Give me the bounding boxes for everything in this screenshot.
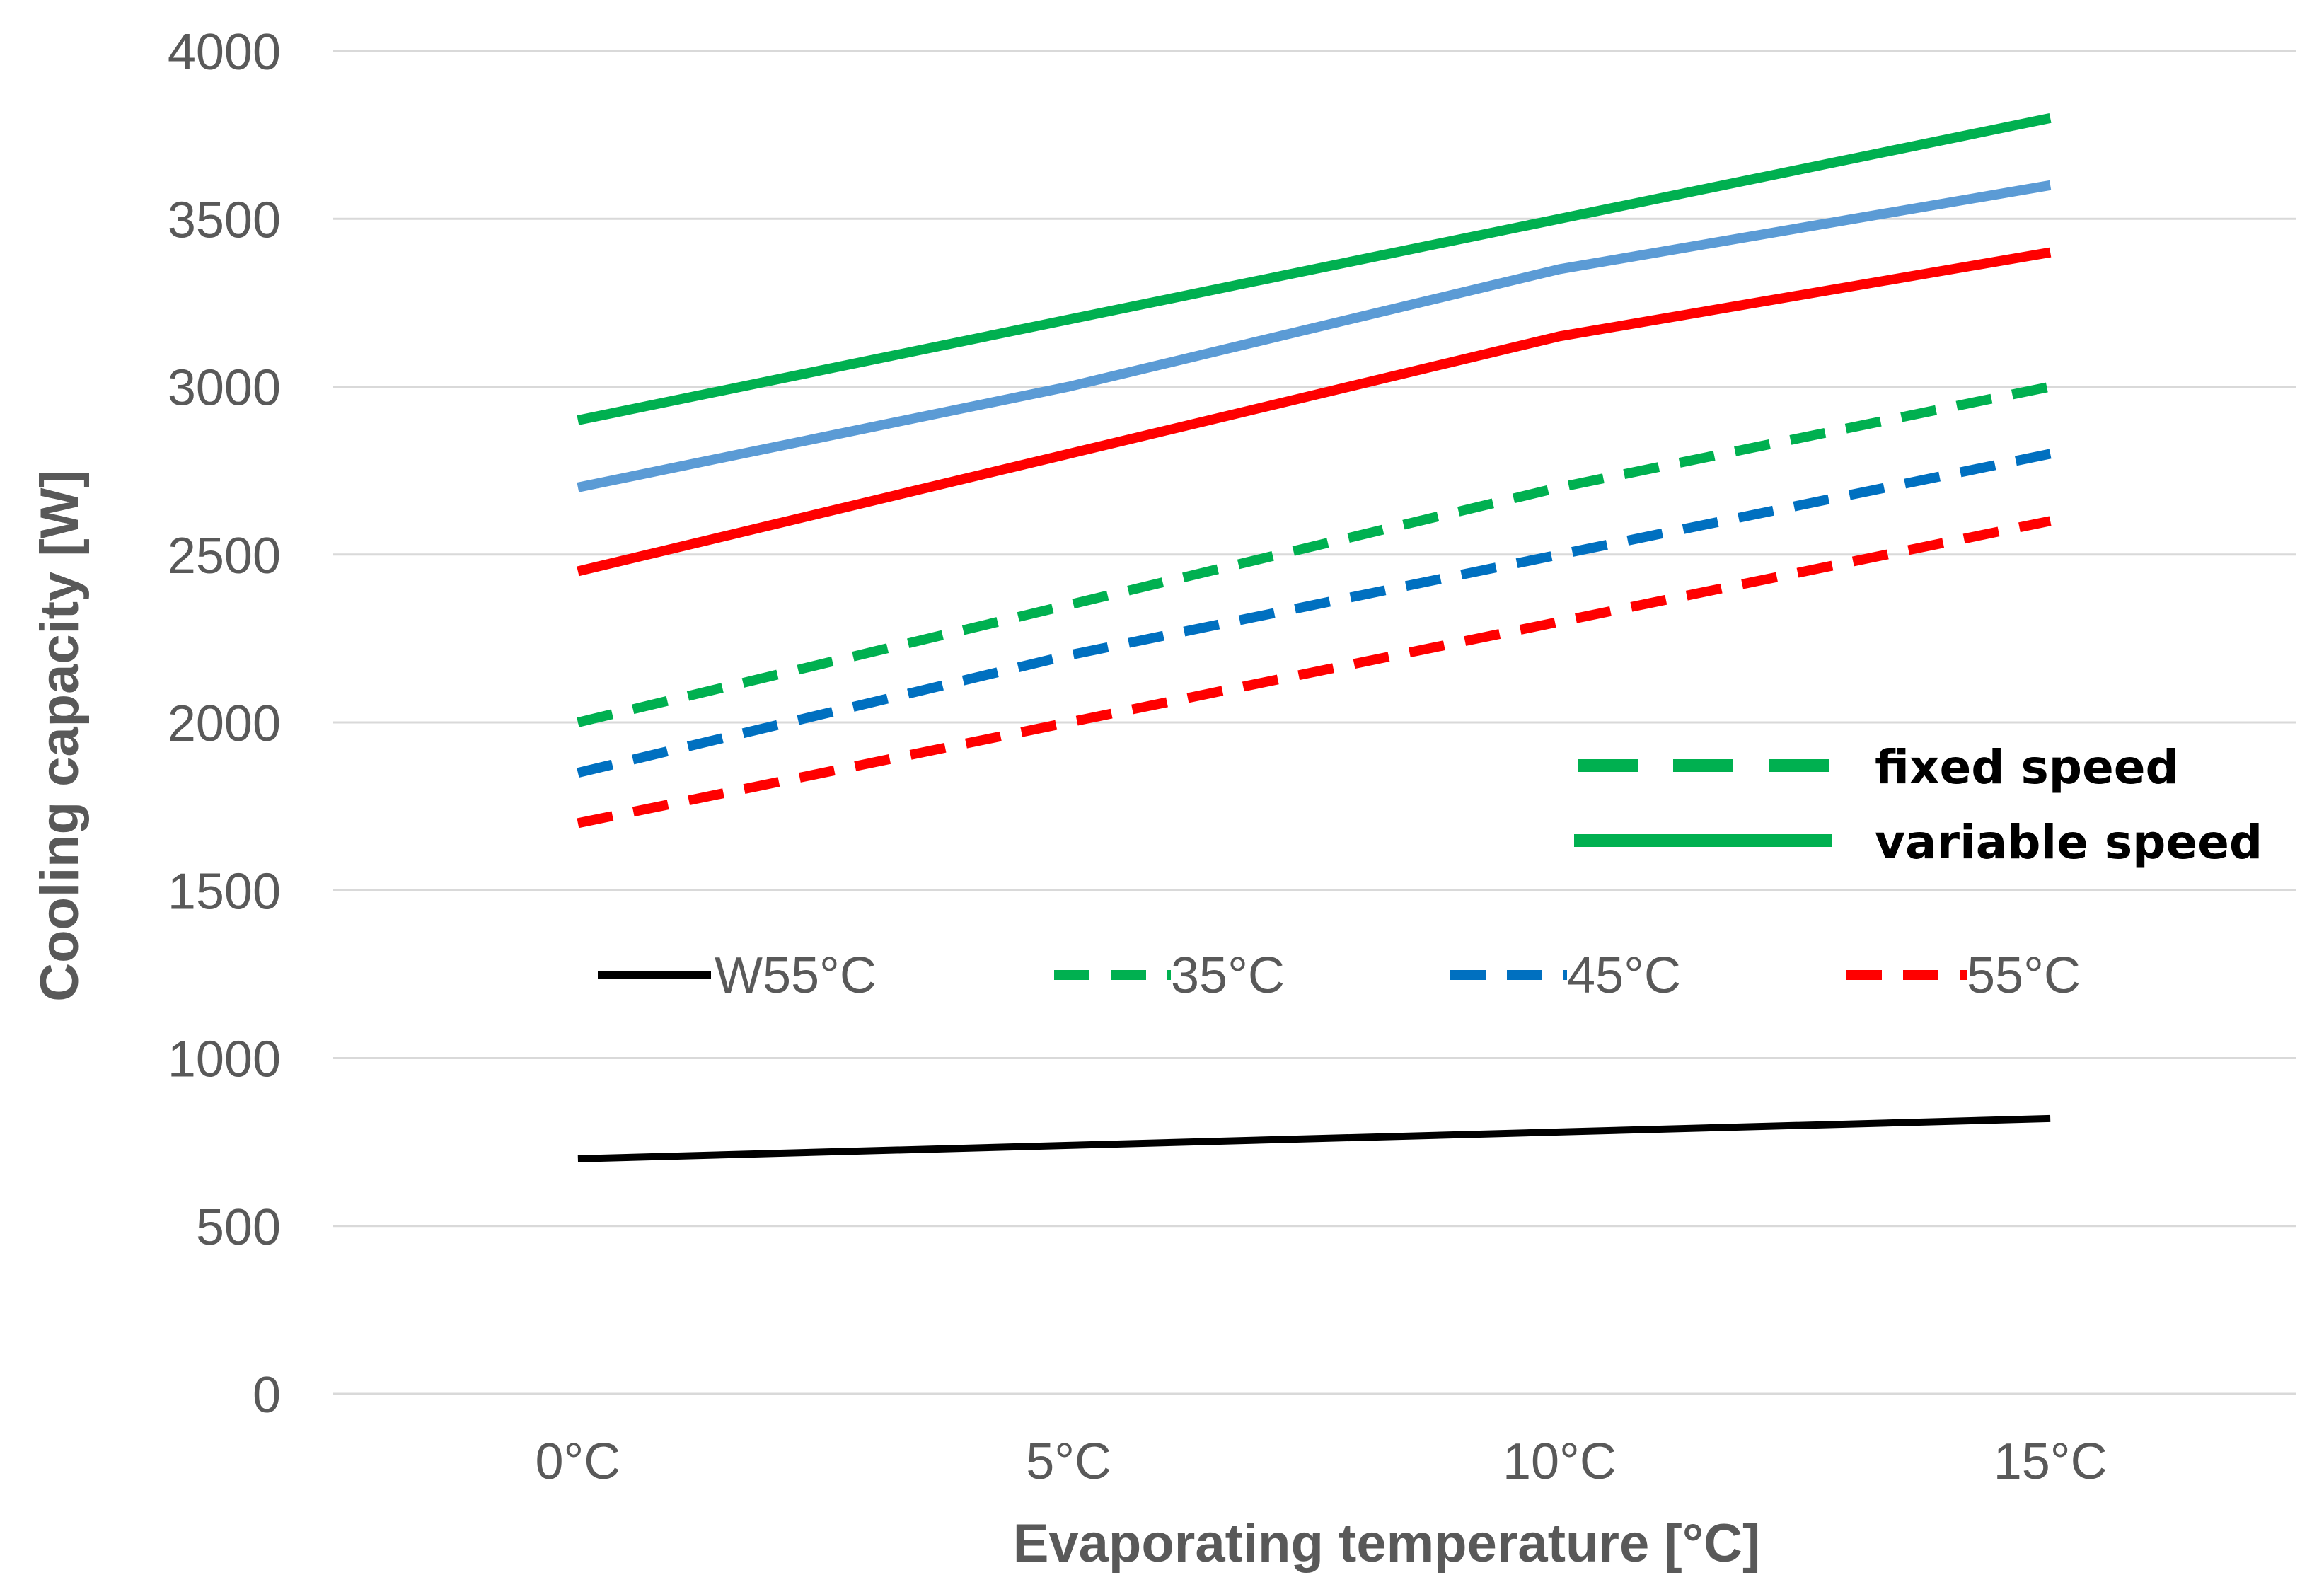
x-tick-label: 15°C <box>1994 1433 2108 1490</box>
legend-item-35: 35°C <box>1054 947 1285 1004</box>
series-line-w55 <box>577 1114 2051 1162</box>
gridlines <box>333 50 2296 1395</box>
y-tick-label: 1500 <box>168 863 281 920</box>
legend-item-variable-speed: variable speed <box>1574 815 2262 870</box>
legend-label-45: 45°C <box>1567 947 1681 1004</box>
legend-item-fixed-speed: fixed speed <box>1578 740 2179 795</box>
series-line-45-fixed-speed <box>577 449 2052 778</box>
y-tick-label: 3000 <box>168 360 281 417</box>
y-tick-labels: 0 500 1000 1500 2000 2500 3000 3500 4000 <box>168 24 281 1424</box>
y-tick-label: 2000 <box>168 696 281 752</box>
y-tick-label: 4000 <box>168 24 281 81</box>
legend-label-fixed-speed: fixed speed <box>1875 740 2179 795</box>
x-tick-label: 5°C <box>1026 1433 1111 1490</box>
x-tick-labels: 0°C 5°C 10°C 15°C <box>535 1433 2107 1490</box>
y-axis-title: Cooling capacity [W] <box>30 470 90 1002</box>
legend-label-variable-speed: variable speed <box>1875 815 2262 870</box>
series-line-55-variable-speed <box>577 247 2052 577</box>
legend-label-55: 55°C <box>1967 947 2081 1004</box>
legend-item-w55: W55°C <box>598 947 877 1004</box>
y-tick-label: 3500 <box>168 192 281 248</box>
series-line-55-fixed-speed <box>577 516 2052 829</box>
series-line-35-variable-speed <box>577 113 2052 425</box>
legend-item-55: 55°C <box>1846 947 2081 1004</box>
x-tick-label: 0°C <box>535 1433 620 1490</box>
legend-item-45: 45°C <box>1450 947 1681 1004</box>
series-line-35-fixed-speed <box>577 381 2052 727</box>
series-line-45-variable-speed <box>577 180 2052 492</box>
y-tick-label: 2500 <box>168 528 281 584</box>
legend-label-35: 35°C <box>1171 947 1285 1004</box>
y-tick-label: 1000 <box>168 1032 281 1088</box>
legend-temperature: W55°C 35°C 45°C 55°C <box>598 947 2081 1004</box>
legend-label-w55: W55°C <box>715 947 877 1004</box>
x-tick-label: 10°C <box>1503 1433 1617 1490</box>
series-lines <box>577 113 2052 1162</box>
legend-speed: fixed speed variable speed <box>1574 740 2262 870</box>
x-axis-title: Evaporating temperature [°C] <box>1013 1513 1761 1574</box>
y-tick-label: 0 <box>253 1367 281 1424</box>
y-tick-label: 500 <box>196 1199 281 1256</box>
